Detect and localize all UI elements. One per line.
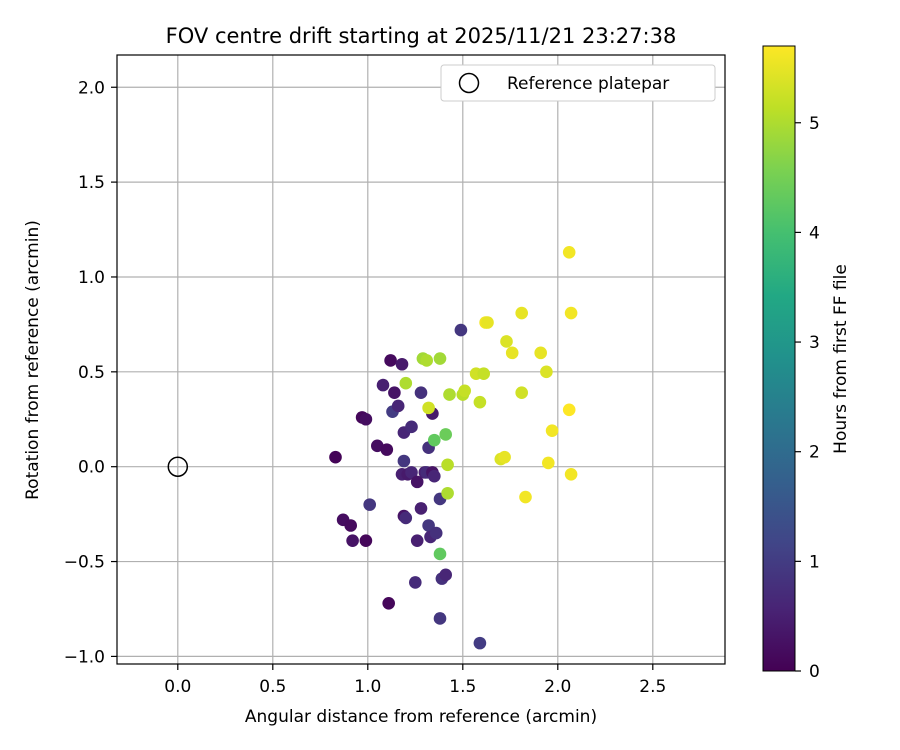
colorbar-tick-label: 3	[809, 333, 820, 353]
data-point	[473, 395, 487, 409]
data-point	[410, 534, 424, 547]
reference-platepar-marker	[167, 456, 189, 477]
data-point	[422, 401, 435, 415]
data-point	[363, 498, 377, 511]
data-point	[458, 384, 472, 398]
data-point	[439, 428, 453, 441]
y-tick-label: 0.0	[78, 458, 105, 478]
y-tick-label: 0.5	[78, 363, 105, 383]
data-point	[359, 412, 373, 426]
colorbar-tick-label: 1	[809, 552, 820, 572]
data-point	[376, 378, 390, 392]
colorbar-tick-label: 2	[809, 443, 820, 463]
y-tick-label: −1.0	[64, 647, 105, 667]
plot-frame	[116, 54, 726, 665]
x-tick-label: 2.5	[639, 677, 666, 697]
x-tick-label: 1.5	[449, 677, 476, 697]
data-point	[395, 357, 409, 371]
data-point	[505, 346, 519, 360]
data-point	[384, 354, 397, 367]
data-point	[441, 486, 454, 500]
colorbar-tick-label: 4	[809, 223, 820, 243]
data-point	[562, 403, 576, 417]
data-point	[371, 439, 384, 453]
data-point	[439, 568, 453, 582]
data-point	[454, 323, 468, 337]
y-tick-label: 1.0	[78, 268, 105, 288]
data-point	[429, 526, 443, 540]
data-point	[388, 386, 401, 400]
data-point	[346, 534, 359, 547]
data-point	[359, 534, 373, 547]
grid-lines	[117, 55, 725, 664]
data-point	[564, 306, 578, 320]
data-point	[382, 596, 396, 610]
data-point	[473, 636, 487, 650]
colorbar-tick-label: 5	[809, 114, 820, 134]
data-point	[428, 469, 441, 483]
data-point	[562, 246, 576, 259]
legend-box	[440, 64, 716, 102]
data-point	[414, 502, 428, 515]
x-axis-label: Angular distance from reference (arcmin)	[245, 707, 597, 727]
data-point	[545, 424, 559, 437]
data-point	[515, 386, 528, 400]
y-axis-ticks: 2.0 1.5 1.0 0.5 0.0 −0.5 −1.0	[64, 78, 117, 667]
data-point	[477, 367, 491, 381]
y-tick-label: −0.5	[64, 553, 105, 573]
data-point	[534, 346, 547, 360]
data-point	[500, 335, 513, 348]
data-point	[410, 475, 424, 489]
data-point	[397, 454, 411, 468]
data-point	[405, 420, 418, 434]
x-tick-label: 0.0	[164, 677, 191, 697]
colorbar-ticks: 0 1 2 3 4 5	[795, 114, 820, 682]
data-point	[329, 450, 342, 464]
data-point	[391, 399, 405, 413]
data-point	[420, 354, 434, 367]
x-axis-ticks: 0.0 0.5 1.0 1.5 2.0 2.5	[164, 664, 666, 697]
data-point	[433, 547, 447, 561]
y-axis-label: Rotation from reference (arcmin)	[23, 220, 43, 500]
data-point	[399, 511, 413, 525]
data-point	[405, 466, 418, 479]
data-point	[433, 352, 447, 365]
chart-title: FOV centre drift starting at 2025/11/21 …	[166, 24, 677, 48]
data-point	[433, 612, 447, 625]
colorbar-label: Hours from first FF file	[831, 264, 851, 454]
legend: Reference platepar	[440, 64, 716, 102]
data-point	[515, 306, 528, 320]
legend-label: Reference platepar	[507, 74, 669, 94]
data-point	[380, 443, 394, 456]
colorbar-gradient	[762, 45, 796, 672]
y-tick-label: 1.5	[78, 173, 105, 193]
colorbar: 0 1 2 3 4 5 Hours from first FF file	[762, 45, 851, 682]
data-point	[441, 458, 454, 472]
data-point	[428, 433, 441, 447]
x-tick-label: 0.5	[259, 677, 286, 697]
data-point	[443, 388, 456, 401]
data-points	[329, 246, 578, 650]
data-point	[409, 576, 422, 589]
y-tick-label: 2.0	[78, 78, 105, 98]
data-point	[540, 365, 553, 379]
data-point	[344, 519, 358, 532]
data-point	[498, 450, 511, 464]
data-point	[519, 490, 532, 504]
data-point	[564, 467, 578, 481]
x-tick-label: 1.0	[354, 677, 381, 697]
x-tick-label: 2.0	[544, 677, 571, 697]
legend-marker-icon	[458, 72, 480, 94]
colorbar-tick-label: 0	[809, 662, 820, 682]
data-point	[414, 386, 428, 400]
data-point	[399, 376, 413, 390]
data-point	[542, 456, 555, 470]
data-point	[481, 316, 494, 329]
